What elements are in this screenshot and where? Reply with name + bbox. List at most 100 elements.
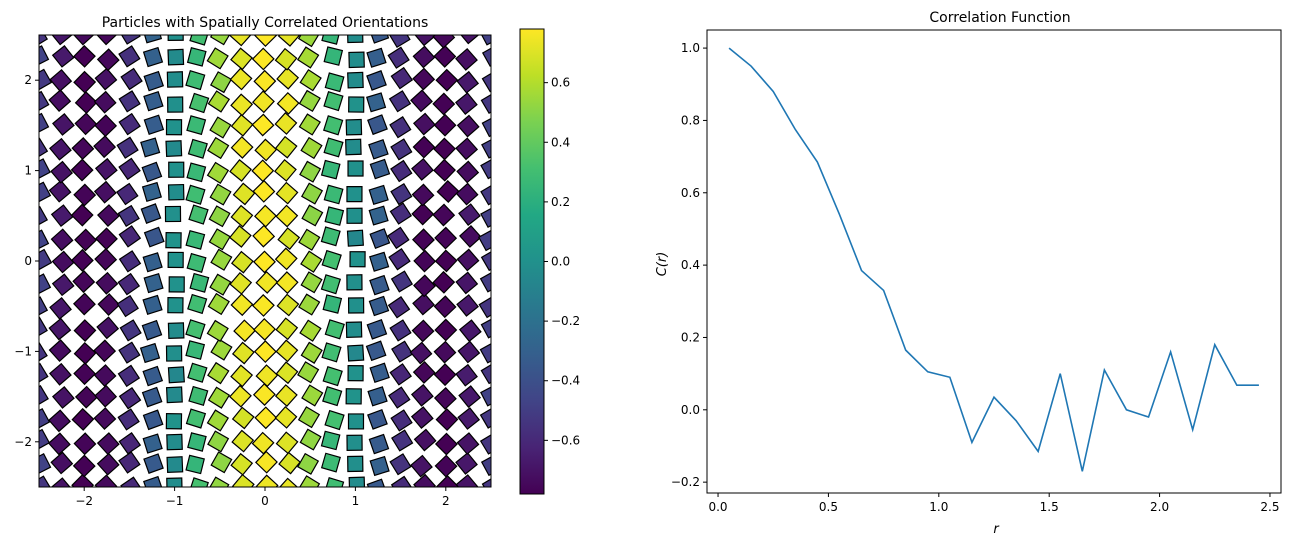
particle-marker xyxy=(410,89,433,113)
particle-marker xyxy=(210,451,233,474)
particle-marker xyxy=(367,114,388,136)
particle-marker xyxy=(230,250,254,274)
particle-marker xyxy=(187,293,208,315)
particle-marker xyxy=(168,276,185,293)
y-tick-label: 0.0 xyxy=(681,403,700,417)
particle-marker xyxy=(388,35,411,49)
particle-marker xyxy=(347,413,365,430)
particle-marker xyxy=(50,228,74,252)
particle-marker xyxy=(140,203,162,224)
particle-marker xyxy=(301,384,324,407)
particle-marker xyxy=(323,184,344,205)
particle-marker xyxy=(208,205,231,228)
particle-marker xyxy=(434,226,458,250)
particle-marker xyxy=(276,66,300,90)
particle-marker xyxy=(207,430,230,453)
particle-marker xyxy=(299,428,322,451)
colorbar-tick-label: 0.4 xyxy=(551,135,570,149)
particle-marker xyxy=(143,70,165,92)
x-tick-label: 2.5 xyxy=(1260,500,1279,514)
particle-marker xyxy=(229,67,253,91)
particle-marker xyxy=(116,294,139,318)
particle-marker xyxy=(457,35,481,45)
particle-marker xyxy=(432,203,456,227)
particle-marker xyxy=(480,316,491,339)
colorbar-tick-label: 0.6 xyxy=(551,76,570,90)
particle-marker xyxy=(168,161,185,178)
particle-marker xyxy=(185,408,207,429)
y-tick-label: −2 xyxy=(14,435,32,449)
particle-marker xyxy=(49,35,73,46)
particle-marker xyxy=(434,249,458,273)
particle-marker xyxy=(348,96,365,113)
particle-marker xyxy=(348,476,366,487)
particle-marker xyxy=(209,273,232,296)
particle-marker xyxy=(166,433,183,451)
particle-marker xyxy=(229,271,253,295)
particle-marker xyxy=(39,35,49,48)
particle-marker xyxy=(433,386,457,410)
particle-marker xyxy=(207,361,230,385)
particle-marker xyxy=(300,271,323,294)
particle-marker xyxy=(207,292,230,316)
particle-marker xyxy=(39,296,49,319)
particle-marker xyxy=(346,274,363,291)
particle-marker xyxy=(251,90,275,114)
particle-marker xyxy=(324,319,345,340)
particle-marker xyxy=(71,407,95,431)
particle-marker xyxy=(96,432,120,456)
particle-marker xyxy=(166,71,184,88)
particle-marker xyxy=(251,159,275,183)
particle-marker xyxy=(166,456,184,474)
particle-marker xyxy=(390,182,413,206)
particle-marker xyxy=(209,71,233,94)
particle-marker xyxy=(116,182,139,206)
particle-marker xyxy=(481,70,491,93)
particle-marker xyxy=(48,89,72,112)
particle-marker xyxy=(390,138,413,161)
particle-marker xyxy=(455,452,478,475)
particle-marker xyxy=(369,362,390,383)
particle-marker xyxy=(142,252,163,273)
particle-marker xyxy=(387,46,410,69)
particle-marker xyxy=(74,91,98,115)
particle-marker xyxy=(252,383,276,407)
particle-marker xyxy=(50,451,74,475)
particle-marker xyxy=(231,429,255,453)
particle-marker xyxy=(251,47,275,71)
particle-marker xyxy=(254,406,278,430)
particle-marker xyxy=(70,158,94,182)
particle-marker xyxy=(275,339,299,363)
particle-marker xyxy=(141,161,163,183)
particle-marker xyxy=(412,228,435,252)
particle-marker xyxy=(97,204,120,227)
particle-marker xyxy=(188,204,209,225)
particle-marker xyxy=(143,226,165,248)
particle-marker xyxy=(457,340,481,364)
particle-marker xyxy=(366,319,388,340)
particle-marker xyxy=(165,345,183,362)
particle-marker xyxy=(410,454,433,478)
particle-marker xyxy=(479,35,491,46)
colorbar-ticks: −0.6 −0.4 −0.2 0.0 0.2 0.4 0.6 xyxy=(544,76,580,447)
particle-marker xyxy=(206,161,230,185)
particle-marker xyxy=(93,180,117,204)
particle-marker xyxy=(48,179,72,203)
particle-marker xyxy=(300,341,323,364)
particle-marker xyxy=(47,432,71,456)
particle-marker xyxy=(346,186,363,203)
particle-marker xyxy=(369,455,390,477)
particle-marker xyxy=(49,137,72,161)
particle-marker xyxy=(209,35,233,46)
y-tick-label: 1 xyxy=(24,164,32,178)
particle-marker xyxy=(141,319,163,341)
particle-marker xyxy=(346,229,364,247)
particle-marker xyxy=(274,405,298,429)
particle-marker xyxy=(412,360,436,384)
particle-marker xyxy=(412,135,436,159)
particle-marker xyxy=(456,160,480,184)
particle-marker xyxy=(208,228,231,251)
particle-marker xyxy=(233,319,257,343)
particle-marker xyxy=(368,433,390,455)
correlation-x-ticks: 0.0 0.5 1.0 1.5 2.0 2.5 xyxy=(708,493,1280,514)
